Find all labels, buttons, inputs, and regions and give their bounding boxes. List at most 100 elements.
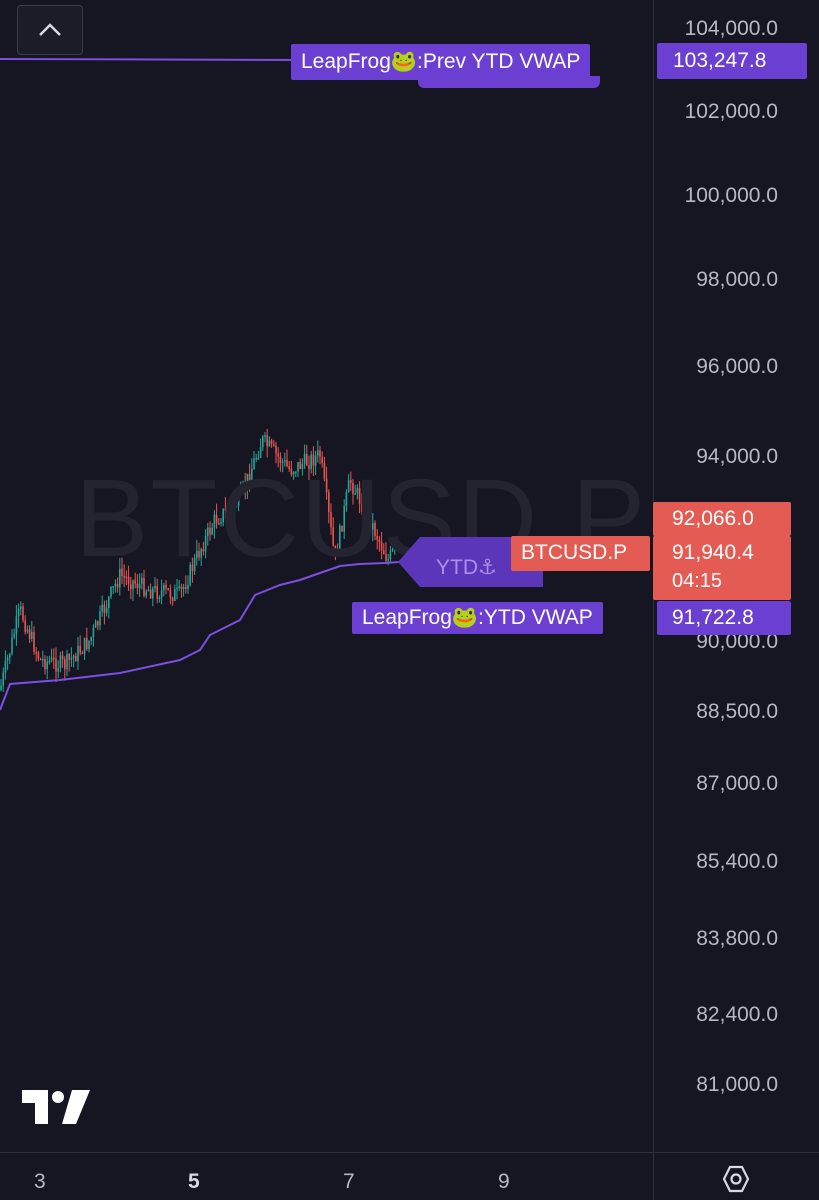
candle-body <box>385 554 387 561</box>
ytd-vwap-label: LeapFrog🐸:YTD VWAP <box>362 606 593 629</box>
price-axis-label: 82,400.0 <box>696 1003 778 1026</box>
candle-body <box>268 440 271 447</box>
candle-body <box>299 462 301 469</box>
candle-body <box>358 488 361 504</box>
candle-body <box>103 604 106 614</box>
price-axis-label: 96,000.0 <box>696 355 778 378</box>
candle-body <box>171 597 174 601</box>
candle-body <box>372 522 374 530</box>
candle-body <box>160 590 163 598</box>
candle-body <box>235 505 238 508</box>
candle-body <box>341 525 343 532</box>
collapse-button[interactable] <box>17 5 83 55</box>
candle-body <box>143 577 145 596</box>
candle-body <box>292 472 295 475</box>
prev-ytd-vwap-price-tag <box>418 76 600 88</box>
candle-body <box>237 492 240 506</box>
ytd-vwap-price: 91,722.8 <box>672 606 754 629</box>
candle-body <box>185 586 187 589</box>
tradingview-logo[interactable] <box>22 1090 90 1124</box>
candle-body <box>391 548 394 551</box>
candle-body <box>44 658 46 670</box>
prev-ytd-vwap-label: LeapFrog🐸:Prev YTD VWAP <box>301 50 581 73</box>
candle-body <box>114 583 117 587</box>
candle-body <box>132 580 134 590</box>
candle-body <box>378 539 381 542</box>
candle-body <box>0 685 2 690</box>
candle-body <box>191 564 194 572</box>
candle-body <box>116 583 119 588</box>
candle-body <box>64 659 66 670</box>
candle-body <box>42 658 44 661</box>
candle-body <box>88 640 90 650</box>
candle-body <box>178 586 180 588</box>
candle-body <box>244 484 246 489</box>
candle-body <box>53 657 55 660</box>
candle-body <box>288 466 290 470</box>
candle-body <box>182 586 185 590</box>
ytd-vwap-line <box>0 561 401 711</box>
candle-body <box>28 629 31 639</box>
candle-body <box>81 652 84 655</box>
candle-body <box>233 502 235 506</box>
candle-body <box>317 450 319 456</box>
symbol-tag-label: BTCUSD.P <box>521 541 628 564</box>
ytd-anchor-label: YTD⚓ <box>436 556 497 579</box>
candle-body <box>174 589 176 601</box>
candle-body <box>99 611 101 626</box>
candle-body <box>266 435 268 447</box>
candle-body <box>363 502 365 513</box>
candle-body <box>350 480 352 483</box>
candle-body <box>169 589 172 598</box>
candle-body <box>345 492 348 507</box>
candle-body <box>218 523 220 525</box>
candle-body <box>275 445 277 454</box>
ytd-anchor-tag-shape <box>398 537 543 587</box>
candle-body <box>297 462 299 472</box>
candle-body <box>163 584 165 591</box>
candle-body <box>149 589 152 599</box>
candle-body <box>277 453 279 457</box>
candle-body <box>110 586 112 597</box>
settings-icon[interactable] <box>721 1164 751 1194</box>
candle-body <box>33 631 35 652</box>
price-axis-label: 83,800.0 <box>696 927 778 950</box>
candle-body <box>222 508 224 523</box>
candle-body <box>108 596 110 608</box>
candle-body <box>125 576 128 578</box>
candle-body <box>26 629 29 632</box>
candle-body <box>209 527 211 535</box>
candle-body <box>156 586 158 599</box>
candle-body <box>356 488 359 494</box>
candle-body <box>262 436 264 448</box>
candle-body <box>66 654 68 670</box>
candle-body <box>94 621 97 628</box>
candle-body <box>2 672 4 686</box>
time-axis-label: 7 <box>343 1170 355 1193</box>
candle-body <box>281 461 284 463</box>
prev-ytd-vwap-price-box: 103,247.8 <box>657 43 807 79</box>
candle-body <box>167 588 169 590</box>
candle-body <box>314 455 317 466</box>
candle-body <box>389 550 392 560</box>
candle-body <box>147 589 150 592</box>
candle-body <box>259 447 262 458</box>
candle-body <box>101 604 103 612</box>
ytd-vwap-price-box: 91,722.8 <box>657 601 791 635</box>
ytd-vwap-label-tag: LeapFrog🐸:YTD VWAP <box>352 602 603 634</box>
candle-body <box>112 586 114 588</box>
candle-body <box>86 637 88 650</box>
candle-body <box>83 637 86 654</box>
candle-body <box>154 586 156 589</box>
candle-body <box>180 586 183 590</box>
candle-body <box>55 658 57 672</box>
last-price-high: 92,066.0 <box>672 507 754 530</box>
candle-body <box>273 443 275 446</box>
candle-body <box>20 606 22 609</box>
last-price-tag: 91,940.4 04:15 <box>653 536 791 600</box>
price-axis-label: 102,000.0 <box>684 100 778 123</box>
candle-body <box>204 535 207 552</box>
candle-body <box>374 522 376 536</box>
chevron-up-icon <box>39 23 61 36</box>
